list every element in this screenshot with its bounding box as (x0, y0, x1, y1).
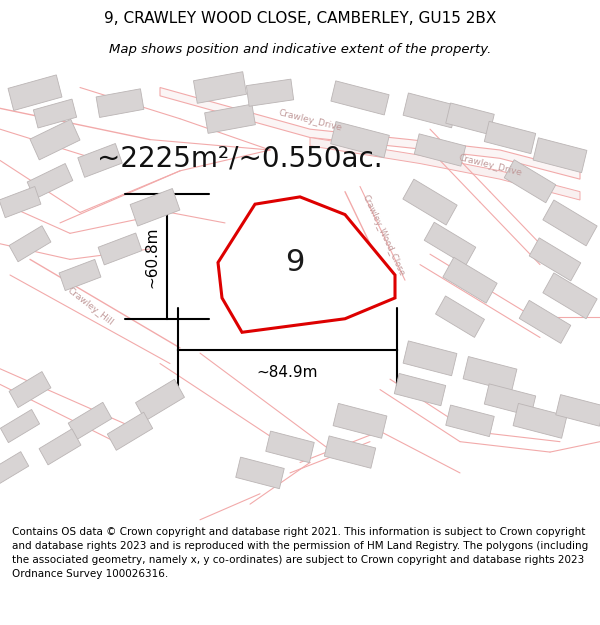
Polygon shape (30, 119, 80, 160)
Polygon shape (436, 296, 484, 338)
Polygon shape (519, 301, 571, 343)
Polygon shape (310, 138, 580, 200)
Text: Contains OS data © Crown copyright and database right 2021. This information is : Contains OS data © Crown copyright and d… (12, 527, 588, 579)
Polygon shape (333, 403, 387, 438)
Polygon shape (529, 238, 581, 281)
Polygon shape (9, 372, 51, 408)
Polygon shape (463, 356, 517, 391)
Polygon shape (193, 72, 247, 103)
Polygon shape (130, 189, 180, 226)
Text: Crawley_Wood_Close: Crawley_Wood_Close (360, 193, 406, 278)
Polygon shape (324, 436, 376, 468)
Polygon shape (247, 79, 293, 106)
Polygon shape (34, 99, 77, 128)
Polygon shape (98, 233, 142, 265)
Text: 9, CRAWLEY WOOD CLOSE, CAMBERLEY, GU15 2BX: 9, CRAWLEY WOOD CLOSE, CAMBERLEY, GU15 2… (104, 11, 496, 26)
Polygon shape (39, 429, 81, 465)
Polygon shape (533, 138, 587, 172)
Polygon shape (136, 379, 184, 421)
Text: ~60.8m: ~60.8m (144, 226, 159, 288)
Polygon shape (78, 144, 122, 177)
Polygon shape (331, 121, 389, 158)
Polygon shape (543, 200, 597, 246)
Polygon shape (107, 412, 152, 450)
Polygon shape (424, 222, 476, 265)
Text: ~84.9m: ~84.9m (257, 364, 318, 379)
Polygon shape (414, 134, 466, 166)
Polygon shape (446, 405, 494, 437)
Polygon shape (513, 403, 567, 438)
Polygon shape (331, 81, 389, 115)
Polygon shape (556, 394, 600, 426)
Polygon shape (27, 164, 73, 199)
Polygon shape (484, 121, 536, 154)
Polygon shape (1, 409, 40, 442)
Polygon shape (59, 259, 101, 291)
Polygon shape (68, 402, 112, 439)
Polygon shape (236, 457, 284, 489)
Polygon shape (205, 104, 256, 133)
Polygon shape (543, 273, 597, 319)
Polygon shape (446, 103, 494, 134)
Polygon shape (443, 258, 497, 303)
Polygon shape (484, 384, 536, 416)
Text: Crawley_Drive: Crawley_Drive (277, 109, 343, 133)
Polygon shape (160, 88, 580, 179)
Text: 9: 9 (286, 248, 305, 277)
Polygon shape (0, 452, 29, 484)
Polygon shape (403, 341, 457, 376)
Polygon shape (8, 75, 62, 111)
Text: Crawley_Drive: Crawley_Drive (457, 153, 523, 178)
Polygon shape (394, 373, 446, 406)
Text: ~2225m²/~0.550ac.: ~2225m²/~0.550ac. (97, 144, 383, 172)
Polygon shape (504, 160, 556, 202)
Text: Crawley_Hill: Crawley_Hill (65, 286, 115, 327)
Polygon shape (9, 226, 51, 262)
Polygon shape (0, 186, 41, 218)
Polygon shape (96, 89, 144, 118)
Polygon shape (266, 431, 314, 462)
Polygon shape (403, 179, 457, 225)
Polygon shape (218, 197, 395, 332)
Text: Map shows position and indicative extent of the property.: Map shows position and indicative extent… (109, 42, 491, 56)
Polygon shape (403, 93, 457, 128)
